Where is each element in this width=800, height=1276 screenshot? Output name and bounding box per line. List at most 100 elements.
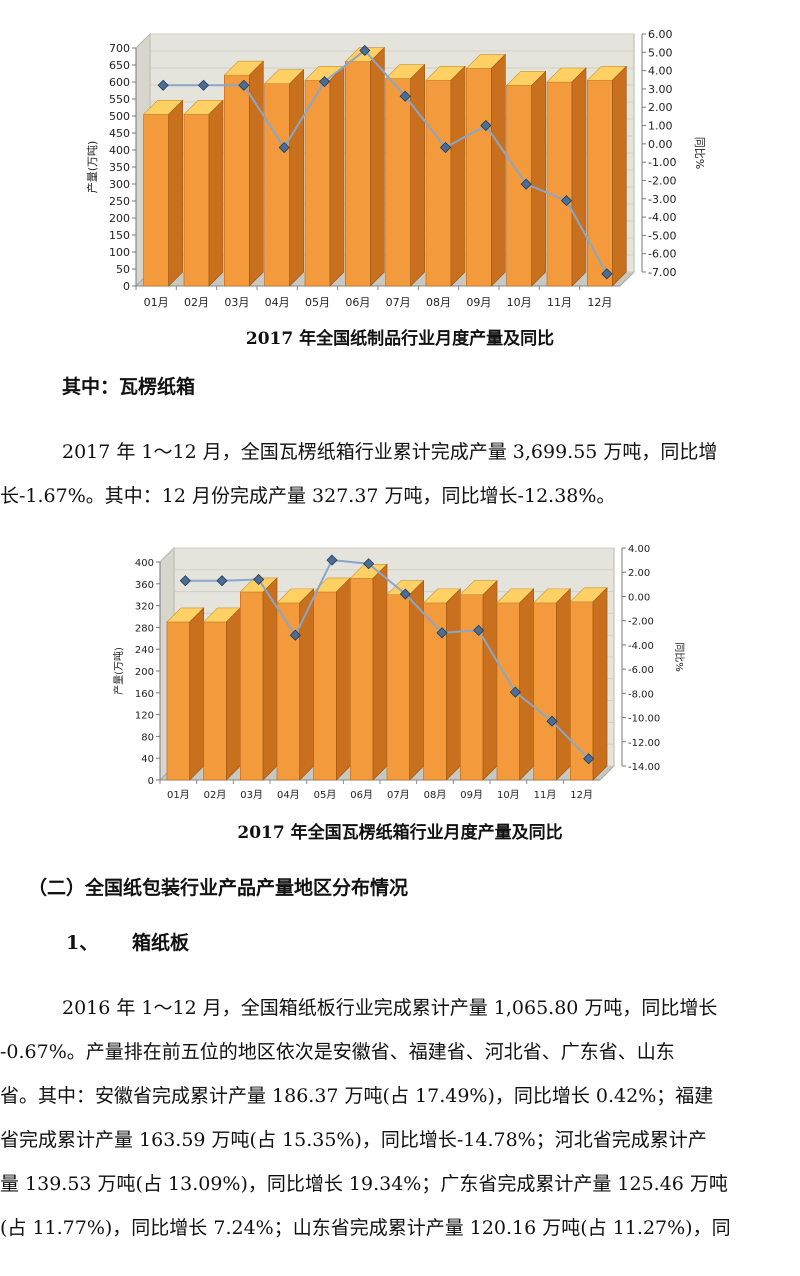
bar-side [262,577,278,781]
y2-tick-label: -7.00 [648,266,676,279]
paragraph-boxboard: 2016 年 1～12 月，全国箱纸板行业完成累计产量 1,065.80 万吨，… [0,986,778,1250]
y2-tick-label: -3.00 [648,193,676,206]
bar-front [313,591,337,781]
y2-tick-label: 0.00 [628,592,650,603]
x-tick-label: 10月 [497,789,520,801]
yoy-marker [238,79,250,91]
bar-side [168,99,183,287]
yoy-marker [509,686,521,698]
x-tick-label: 05月 [314,789,337,801]
bar-side [336,577,351,781]
bar-side [226,607,241,781]
x-tick-label: 01月 [144,296,169,309]
bar-front [459,594,484,781]
bar [586,65,628,287]
bar-front [224,74,250,287]
yoy-marker [546,715,558,727]
bar-side [450,65,466,287]
y-tick-label: 400 [109,144,130,157]
yoy-marker [436,627,448,639]
yoy-marker [520,178,532,190]
bar-side [299,588,315,781]
y-tick-label: 600 [109,76,130,89]
bar-front [533,602,557,781]
bar-side [612,65,627,287]
bar-side [446,588,461,781]
yoy-marker [601,268,613,280]
x-tick-label: 08月 [426,296,451,309]
y-tick-label: 240 [135,645,154,656]
y-tick-label: 120 [135,711,154,722]
bar [546,67,587,287]
bar-side [491,53,506,287]
bar-front [587,80,613,287]
bar-side [556,588,571,781]
bar [344,46,386,287]
yoy-marker [399,90,411,102]
yoy-marker [197,79,210,91]
bar [384,63,426,287]
bar [465,53,507,287]
y-axis-label: 产量(万吨) [85,141,99,194]
bar [166,607,205,781]
yoy-marker [179,575,191,587]
bar [239,577,278,781]
bar [425,65,466,287]
paragraph-line: -0.67%。产量排在前五位的地区依次是安徽省、福建省、河北省、广东省、山东 [0,1041,675,1063]
bar-front [425,80,452,287]
bar [459,579,498,781]
bar-side [329,65,345,287]
bar-front [466,68,492,287]
y2-tick-label: -1.00 [648,156,676,169]
y2-tick-label: -4.00 [628,641,654,652]
bar-front [276,602,301,781]
yoy-marker [289,629,301,641]
bar [276,588,315,781]
chart-1-title: 2017 年全国纸制品行业月度产量及同比 [245,329,555,349]
x-tick-label: 07月 [386,296,411,309]
paragraph-line: (占 11.77%)，同比增长 7.24%；山东省完成累计产量 120.16 万… [0,1217,731,1239]
y-tick-label: 150 [109,229,130,242]
x-tick-label: 04月 [265,296,290,309]
bar-front [304,80,331,287]
x-tick-label: 06月 [350,789,373,801]
y2-tick-label: 3.00 [648,83,673,96]
bar-side [289,68,304,287]
bar-front [349,578,374,781]
yoy-marker [253,573,265,586]
y2-tick-label: -6.00 [628,665,654,676]
y-tick-label: 400 [135,558,154,569]
y-tick-label: 160 [135,689,154,700]
bar-front [240,591,264,781]
x-tick-label: 03月 [240,789,263,801]
y-axis-label: 产量(万吨) [112,647,125,695]
y-tick-label: 0 [148,776,154,787]
yoy-marker [278,141,290,154]
section-heading-corrugated-box: 其中：瓦楞纸箱 [62,376,196,398]
bar [496,588,535,781]
y2-tick-label: -8.00 [628,689,654,700]
y2-tick-label: 2.00 [648,101,673,114]
y2-tick-label: 5.00 [648,46,673,59]
paragraph-corrugated-box: 2017 年 1～12 月，全国瓦楞纸箱行业累计完成产量 3,699.55 万吨… [0,430,778,518]
y2-tick-label: -14.00 [628,762,660,773]
x-tick-label: 10月 [507,296,532,309]
paragraph-line: 省完成累计产量 163.59 万吨(占 15.35%)，同比增长-14.78%；… [0,1129,707,1151]
bar-front [183,114,210,287]
section-heading-boxboard: 箱纸板 [132,932,190,954]
bar [349,563,388,781]
bar-side [370,46,385,287]
x-tick-label: 07月 [387,789,410,801]
y-tick-label: 650 [109,59,130,72]
bar [422,588,462,781]
y-tick-label: 300 [109,178,130,191]
y-tick-label: 550 [109,93,130,106]
x-tick-label: 09月 [466,296,491,309]
yoy-marker [399,588,411,600]
paragraph-line: 省。其中：安徽省完成累计产量 186.37 万吨(占 17.49%)，同比增长 … [0,1085,714,1107]
bar-front [143,114,169,287]
bar [202,607,242,781]
x-tick-label: 11月 [547,296,572,309]
section-number: 1、 [66,932,99,954]
paragraph-line: 2016 年 1～12 月，全国箱纸板行业完成累计产量 1,065.80 万吨，… [62,997,718,1019]
